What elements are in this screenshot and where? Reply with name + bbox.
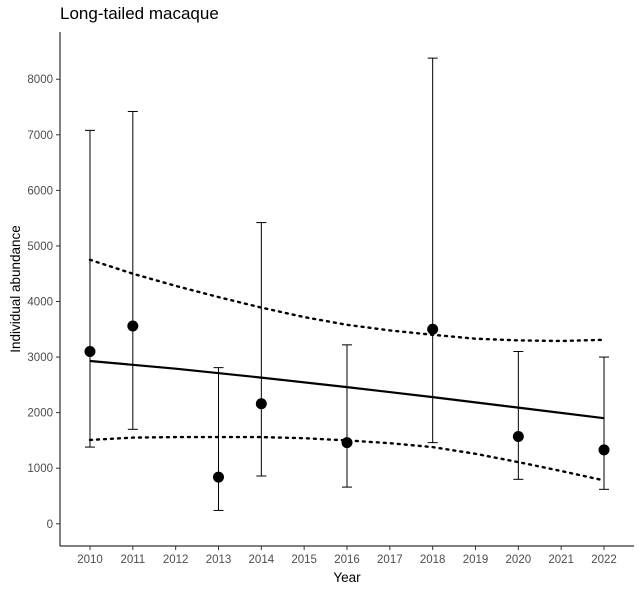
x-tick-label: 2020 [506,554,532,566]
x-tick-label: 2021 [548,554,574,566]
x-tick-label: 2013 [206,554,232,566]
data-point [598,444,610,456]
y-tick-label: 8000 [27,74,53,86]
data-point [512,431,524,443]
data-point [127,320,139,332]
error-bar [256,222,267,477]
data-point [212,471,224,483]
error-bar [342,344,352,488]
error-bar [427,57,438,444]
x-tick-label: 2022 [591,554,617,566]
data-point [341,437,353,449]
data-points [84,320,610,483]
error-bar [213,367,224,511]
x-tick-label: 2010 [77,554,103,566]
error-bar [127,110,138,430]
x-tick-label: 2018 [420,554,446,566]
y-tick-label: 7000 [27,130,53,142]
x-tick-label: 2019 [463,554,489,566]
x-axis-title: Year [333,570,361,585]
y-tick-label: 3000 [27,352,53,364]
y-axis-title: Individual abundance [8,225,23,353]
error-bars [84,57,610,511]
x-tick-label: 2017 [377,554,403,566]
y-axis-ticks: 0 1000 2000 3000 4000 5000 6000 7000 8000 [27,74,60,531]
data-point [255,398,267,410]
x-tick-label: 2012 [163,554,189,566]
chart-title: Long-tailed macaque [60,4,219,23]
y-tick-label: 4000 [27,297,53,309]
x-tick-label: 2016 [334,554,360,566]
error-bar [84,129,95,448]
y-tick-label: 6000 [27,185,53,197]
x-axis-ticks: 2010 2011 2012 2013 2014 2015 2016 2017 2018 2019… [77,546,617,566]
y-tick-label: 1000 [27,463,53,475]
upper-bound-line [88,258,606,343]
x-tick-label: 2015 [291,554,317,566]
error-bar [599,356,610,490]
x-tick-label: 2011 [120,554,145,566]
x-tick-label: 2014 [249,554,275,566]
data-point [427,323,439,335]
y-tick-label: 5000 [27,241,53,253]
data-point [84,346,96,358]
error-bar [513,351,524,480]
y-tick-label: 0 [47,519,53,531]
y-tick-label: 2000 [27,408,53,420]
